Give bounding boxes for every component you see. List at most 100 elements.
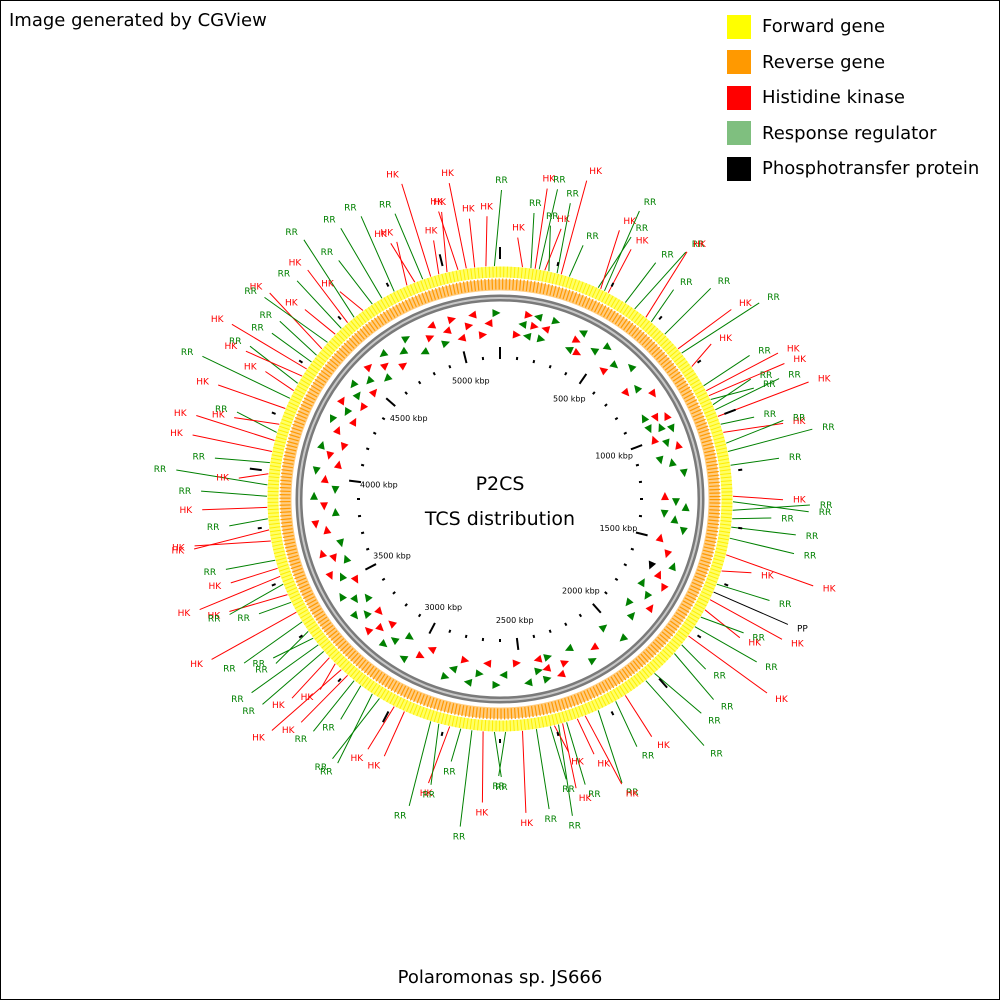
feature-callout-line [438,211,459,270]
feature-label-hk: HK [480,202,494,212]
center-subtitle: TCS distribution [424,508,575,530]
feature-marker-rr [331,485,340,494]
feature-marker-rr [384,373,393,382]
feature-callout-line [234,417,280,425]
legend: Forward gene Reverse gene Histidine kina… [727,9,979,187]
feature-callout-line [700,616,744,634]
feature-callout-line [720,416,755,425]
feature-callout-line [279,320,317,356]
feature-marker-rr [399,346,409,355]
feature-label-hk: HK [579,794,593,804]
feature-callout-line [304,309,336,335]
feature-label-hk: HK [787,344,801,354]
feature-marker-hk [325,571,333,580]
feature-callout-line [645,251,688,318]
feature-marker-rr [399,655,409,664]
scale-tick-label: 2000 kbp [562,586,600,595]
feature-label-hk: HK [623,217,637,227]
feature-marker-rr [628,363,637,373]
feature-label-rr: RR [806,532,819,542]
feature-label-rr: RR [822,423,835,433]
feature-callout-line [576,718,595,755]
feature-callout-line [706,352,779,392]
outer-tick [610,282,615,287]
feature-marker-hk [388,620,397,629]
feature-label-hk: HK [212,411,226,421]
feature-marker-rr [667,423,675,433]
feature-callout-line [396,241,408,286]
feature-marker-rr [543,654,552,662]
scale-tick-label: 3500 kbp [373,552,411,561]
feature-callout-line [691,343,712,367]
legend-item-forward-gene: Forward gene [727,9,979,45]
feature-marker-hk [655,533,664,543]
feature-label-rr: RR [242,707,255,717]
feature-marker-hk [319,549,328,559]
feature-callout-line [729,537,795,555]
feature-callout-line [430,723,440,785]
feature-callout-line [709,599,783,640]
feature-label-rr: RR [781,515,794,525]
feature-marker-hk [363,363,372,373]
feature-marker-rr [441,340,450,349]
legend-item-phosphotransfer-protein: Phosphotransfer protein [727,151,979,187]
feature-label-rr: RR [181,348,194,358]
feature-marker-rr [672,498,680,507]
feature-marker-rr [679,468,688,478]
scale-tick [564,622,568,627]
feature-callout-line [732,504,810,511]
feature-label-rr: RR [779,600,792,610]
feature-label-rr: RR [321,248,334,258]
feature-label-hk: HK [178,609,192,619]
feature-callout-line [401,183,432,277]
feature-label-hk: HK [626,789,640,799]
feature-marker-rr [551,316,561,325]
feature-callout-line [723,422,784,433]
feature-marker-rr [492,309,501,318]
scale-tick [448,364,452,369]
feature-marker-hk [333,426,341,435]
feature-marker-hk [468,310,477,319]
feature-callout-line [339,291,364,311]
feature-marker-rr [662,438,670,448]
feature-callout-line [732,495,784,501]
scale-tick [462,351,468,364]
outer-tick [696,634,702,639]
feature-marker-rr [637,578,645,588]
feature-label-hk: HK [719,334,733,344]
feature-marker-rr [565,347,574,355]
feature-marker-rr [655,455,664,465]
feature-marker-rr [340,572,348,582]
feature-marker-rr [641,414,650,424]
outer-tick [385,282,390,287]
feature-marker-hk [415,650,425,659]
feature-label-rr: RR [495,176,508,186]
feature-marker-rr [475,669,484,678]
feature-marker-hk [524,310,533,319]
feature-label-rr: RR [760,371,773,381]
scale-tick [604,591,608,595]
feature-label-hk: HK [211,315,225,325]
feature-marker-rr [658,423,666,433]
feature-callout-line [530,212,535,269]
feature-callout-line [710,387,754,400]
feature-marker-hk [530,321,539,330]
feature-label-rr: RR [208,614,221,624]
feature-callout-line [522,730,527,813]
feature-marker-rr [634,384,643,394]
scale-tick [385,397,396,407]
feature-callout-line [202,355,291,399]
feature-marker-rr [350,610,359,620]
feature-callout-line [408,721,432,807]
feature-label-hk: HK [761,572,775,582]
outer-tick [298,359,304,364]
feature-marker-hk [329,553,337,563]
legend-label: Reverse gene [762,51,886,73]
feature-label-rr: RR [588,790,601,800]
feature-marker-hk [364,627,374,636]
feature-label-rr: RR [259,311,272,321]
legend-swatch [727,14,751,39]
feature-callout-line [229,518,268,527]
feature-callout-line [262,651,325,705]
feature-label-hk: HK [172,547,186,557]
